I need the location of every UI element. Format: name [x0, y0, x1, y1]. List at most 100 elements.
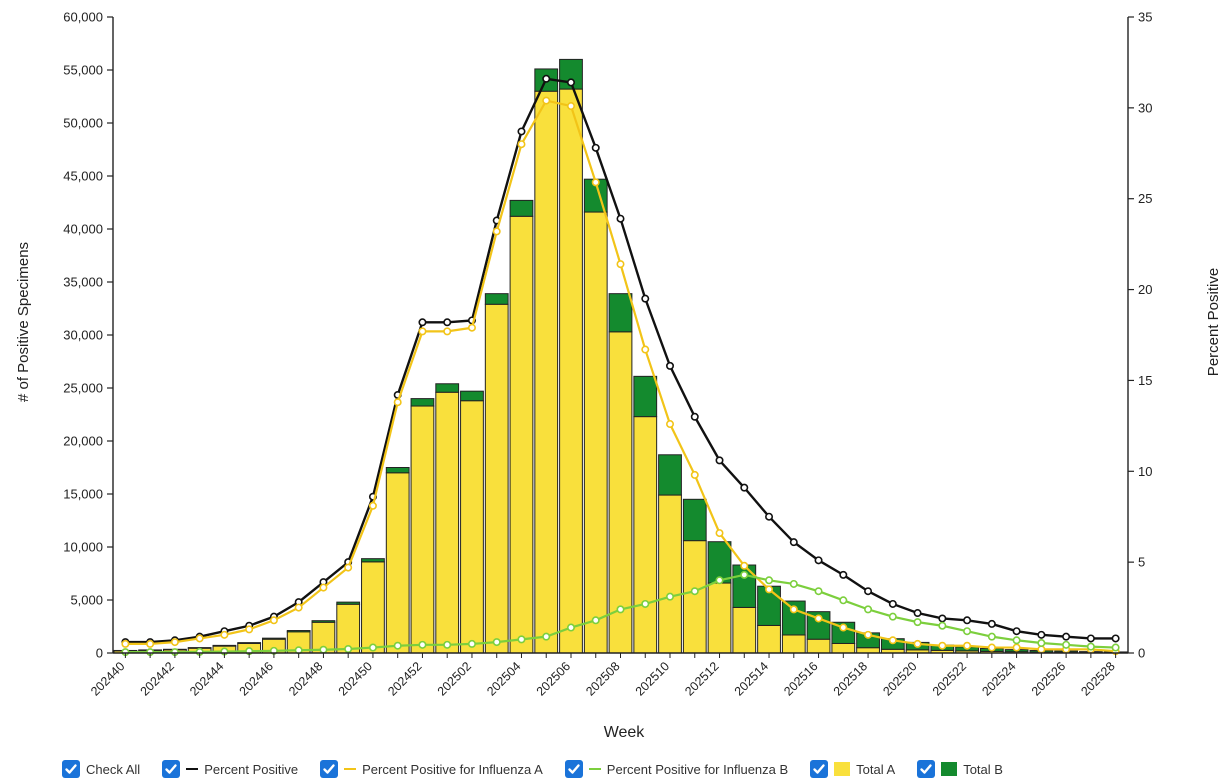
y-right-tick-label: 5	[1138, 555, 1145, 570]
axes-layer: 0 5,000 10,000 15,000 20,000 25,000 30,000 35,0…	[63, 10, 1152, 699]
point-percent-positive-a	[864, 630, 873, 639]
point-percent-positive-a	[938, 641, 947, 650]
legend-line-swatch	[186, 768, 199, 770]
x-tick-label: 202518	[831, 659, 870, 698]
legend-percent-positive[interactable]: Percent Positive	[162, 760, 298, 778]
point-percent-positive-a	[1012, 643, 1021, 652]
legend-label: Total A	[856, 761, 896, 777]
y-left-tick-label: 20,000	[63, 434, 103, 449]
bar-total-b	[410, 398, 435, 407]
point-percent-positive-b	[913, 618, 922, 627]
point-percent-positive-b	[690, 587, 699, 596]
checkmark-icon	[65, 764, 77, 774]
checkmark-icon	[323, 764, 335, 774]
y-left-tick-label: 60,000	[63, 10, 103, 25]
point-percent-positive-a	[146, 639, 155, 648]
legend-total-a[interactable]: Total A	[810, 760, 895, 778]
point-percent-positive-a	[443, 327, 452, 336]
point-percent-positive-b	[814, 587, 823, 596]
point-percent-positive-a	[368, 501, 377, 510]
x-tick-label: 202526	[1029, 659, 1068, 698]
checkbox-total-b[interactable]	[917, 760, 936, 778]
point-percent-positive-a	[913, 639, 922, 648]
point-percent-positive-a	[963, 641, 972, 650]
point-percent-positive-b	[1062, 640, 1071, 649]
bar-total-a	[856, 647, 880, 654]
bar-total-a	[806, 638, 831, 654]
point-percent-positive	[566, 78, 575, 87]
bar-total-b	[435, 383, 460, 393]
point-percent-positive-a	[839, 623, 848, 632]
checkmark-icon	[813, 764, 825, 774]
bar-total-b	[385, 467, 410, 474]
checkbox-percent-positive-b[interactable]	[564, 760, 583, 778]
point-percent-positive-a	[616, 260, 625, 269]
point-percent-positive	[1111, 634, 1120, 643]
legend-line-swatch	[588, 768, 601, 770]
point-percent-positive-b	[715, 576, 724, 585]
x-tick-label: 202508	[583, 659, 622, 698]
point-percent-positive	[740, 483, 749, 492]
point-percent-positive-a	[888, 636, 897, 645]
bar-total-a	[781, 634, 806, 654]
point-percent-positive	[443, 318, 452, 327]
point-percent-positive	[715, 456, 724, 465]
checkbox-check-all[interactable]	[62, 760, 80, 778]
bar-total-a	[410, 405, 435, 654]
bar-total-b	[509, 199, 534, 217]
point-percent-positive-b	[319, 645, 328, 654]
point-percent-positive	[591, 143, 600, 152]
bar-total-a	[435, 391, 460, 654]
point-percent-positive-a	[765, 585, 774, 594]
point-percent-positive-b	[789, 579, 798, 588]
checkbox-percent-positive-a[interactable]	[320, 760, 339, 778]
point-percent-positive-b	[888, 612, 897, 621]
legend-percent-positive-a[interactable]: Percent Positive for Influenza A	[320, 760, 543, 778]
y-left-tick-label: 15,000	[63, 487, 103, 502]
point-percent-positive-a	[393, 398, 402, 407]
point-percent-positive-b	[740, 570, 749, 579]
point-percent-positive	[1037, 630, 1046, 639]
point-percent-positive	[1062, 632, 1071, 641]
bar-total-b	[806, 611, 831, 640]
bar-total-a	[460, 400, 484, 654]
x-tick-label: 202506	[534, 659, 573, 698]
legend-total-b[interactable]: Total B	[917, 760, 1003, 778]
bars-layer	[113, 58, 1128, 654]
bar-total-a	[831, 642, 856, 654]
point-percent-positive-b	[566, 623, 575, 632]
bar-total-b	[311, 620, 336, 623]
checkmark-icon	[568, 764, 580, 774]
x-tick-label: 202514	[732, 659, 771, 698]
point-percent-positive-a	[715, 529, 724, 538]
point-percent-positive-b	[987, 632, 996, 641]
y-left-tick-label: 0	[96, 646, 103, 661]
checkbox-total-a[interactable]	[810, 760, 829, 778]
checkbox-percent-positive[interactable]	[162, 760, 181, 778]
bar-total-b	[608, 293, 633, 333]
y-right-tick-label: 35	[1138, 10, 1152, 25]
point-percent-positive-b	[765, 576, 774, 585]
point-percent-positive-b	[839, 596, 848, 605]
legend-check-all[interactable]: Check All	[62, 760, 140, 778]
point-percent-positive-a	[418, 327, 427, 336]
point-percent-positive-a	[269, 616, 278, 625]
legend-percent-positive-b[interactable]: Percent Positive for Influenza B	[564, 760, 788, 778]
legend-box-swatch	[834, 762, 851, 776]
point-percent-positive-a	[294, 603, 303, 612]
bar-total-b	[484, 293, 509, 305]
legend-label: Percent Positive for Influenza A	[362, 761, 543, 777]
bar-total-a	[608, 331, 633, 654]
y-right-tick-label: 15	[1138, 373, 1152, 388]
x-tick-label: 202452	[385, 659, 424, 698]
point-percent-positive	[418, 318, 427, 327]
point-percent-positive-a	[121, 639, 130, 648]
bar-total-a	[509, 215, 534, 654]
legend-label: Total B	[963, 761, 1003, 777]
legend-label: Percent Positive	[204, 761, 299, 777]
point-percent-positive	[666, 361, 675, 370]
y-right-tick-label: 0	[1138, 646, 1145, 661]
point-percent-positive-b	[368, 643, 377, 652]
point-percent-positive-a	[566, 102, 575, 111]
point-percent-positive-a	[641, 345, 650, 354]
